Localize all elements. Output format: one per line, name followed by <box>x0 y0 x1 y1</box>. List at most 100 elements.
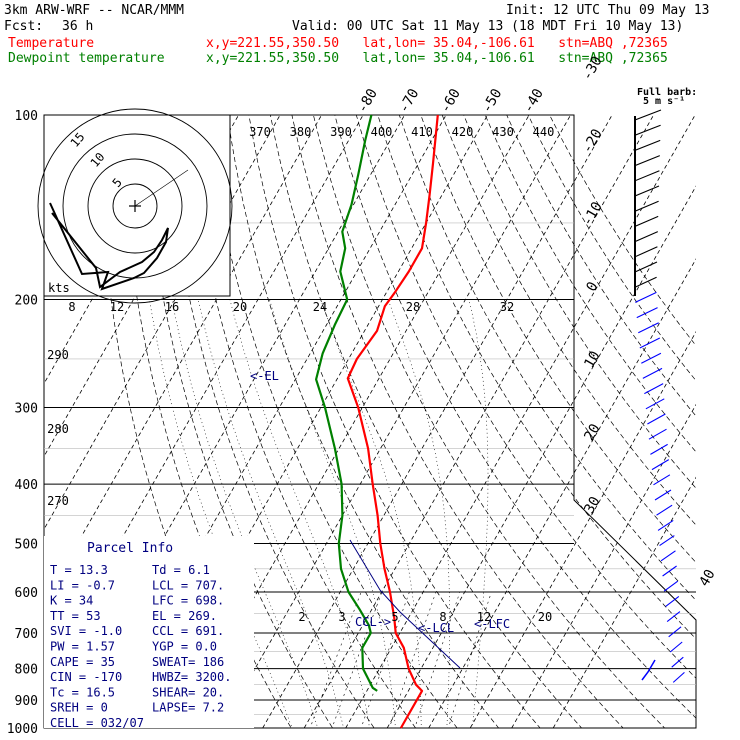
chart-series <box>315 114 461 729</box>
mixing-ratio-tick-label: 2 <box>298 610 305 624</box>
theta-tick-label: 430 <box>492 125 514 139</box>
parcel-level-annotation: CCL-> <box>355 615 391 629</box>
mixing-ratio-line <box>309 591 362 728</box>
model-title: 3km ARW-WRF -- NCAR/MMM <box>4 3 185 18</box>
wind-barb <box>659 535 675 547</box>
mixing-ratio-line <box>414 591 461 728</box>
pressure-tick-label: 800 <box>15 663 38 678</box>
dry-adiabat-line <box>355 115 696 679</box>
valid-time: Valid: 00 UTC Sat 11 May 13 (18 MDT Fri … <box>292 19 684 34</box>
isotherm-line <box>345 115 696 728</box>
isotherm-line <box>386 185 696 728</box>
wind-barb <box>645 398 665 410</box>
dry-adiabat-line <box>398 115 696 601</box>
isotherm-tick-label: 30 <box>581 494 603 517</box>
parcel-info-title: Parcel Info <box>87 541 173 556</box>
isotherm-tick-label: -20 <box>579 126 606 156</box>
mixing-ratio-line <box>388 591 437 728</box>
mixing-ratio-line <box>447 591 492 728</box>
wind-barb <box>634 185 660 197</box>
parcel-info-panel: Parcel Info T = 13.3 Td = 6.1 LI = -0.7 LCL … <box>44 536 254 730</box>
dry-adiabat-line <box>227 115 500 728</box>
wind-legend-label: Full barb: <box>637 87 697 98</box>
parcel-info-right-value: HWBZ= 3200. <box>152 670 231 684</box>
wind-barb <box>634 261 658 273</box>
parcel-info-left-value: CELL = 032/07 <box>50 716 144 730</box>
pressure-tick-label: 100 <box>15 109 38 124</box>
isotherm-line <box>511 403 696 728</box>
isotherm-tick-label: -80 <box>354 86 381 116</box>
temperature-line <box>346 114 439 729</box>
hodograph-ring <box>37 108 233 304</box>
wind-barb <box>644 383 664 395</box>
wind-barb <box>634 109 662 121</box>
hodograph-speed-tick-label: 28 <box>406 300 420 314</box>
parcel-info-right-value: YGP = 0.0 <box>152 640 217 654</box>
wind-barb <box>671 656 684 668</box>
hodograph-mean-vector <box>134 169 189 207</box>
wind-barb <box>651 459 670 471</box>
isotherm-tick-label: -30 <box>579 54 606 84</box>
wind-barb <box>639 337 661 349</box>
theta-tick-label: 390 <box>330 125 352 139</box>
dry-adiabat-line <box>506 115 696 417</box>
isotherm-tick-label: -40 <box>520 86 547 116</box>
isotherm-line <box>44 115 281 531</box>
parcel-level-annotation: <-LFC <box>474 617 510 631</box>
dewpoint-legend-label: Dewpoint temperature <box>8 51 165 66</box>
parcel-level-annotation: <-LCL <box>418 621 454 635</box>
theta-tick-label: 290 <box>47 348 69 362</box>
wind-barb <box>634 231 659 243</box>
wind-barb <box>642 367 663 379</box>
theta-tick-label: 420 <box>452 125 474 139</box>
hodograph-units-label: kts <box>48 281 70 295</box>
hodograph-speed-tick-label: 16 <box>165 300 179 314</box>
hodograph-speed-tick-label: 8 <box>68 300 75 314</box>
hodograph-speed-tick-label: 12 <box>110 300 124 314</box>
pressure-tick-label: 500 <box>15 537 38 552</box>
isotherm-tick-label: 20 <box>581 421 603 444</box>
wind-barb <box>641 659 656 681</box>
wind-barb <box>634 200 659 212</box>
parcel-info-right-value: SHEAR= 20. <box>152 685 224 699</box>
wind-barb <box>672 671 685 683</box>
isotherm-line <box>44 115 239 458</box>
wind-barb <box>634 139 661 151</box>
dewpoint-legend-location: x,y=221.55,350.50 lat,lon= 35.04,-106.61… <box>206 51 668 66</box>
parcel-info-left-value: K = 34 <box>50 594 93 608</box>
wind-barb <box>635 291 657 303</box>
wind-legend-units: 5 m s⁻¹ <box>643 96 685 107</box>
parcel-info-left-value: CAPE = 35 <box>50 655 115 669</box>
wind-barb <box>634 155 661 167</box>
mixing-ratio-tick-label: 5 <box>391 610 398 624</box>
mixing-ratio-tick-label: 12 <box>477 610 491 624</box>
isotherm-line <box>96 115 447 728</box>
isotherm-line <box>44 115 364 676</box>
wind-barb <box>666 611 681 623</box>
parcel-info-left-value: CIN = -170 <box>50 670 122 684</box>
pressure-tick-label: 400 <box>15 478 38 493</box>
pressure-tick-label: 200 <box>15 294 38 309</box>
dry-adiabat-line <box>334 115 696 719</box>
wind-barb <box>650 443 668 455</box>
dry-adiabat-line <box>162 115 375 728</box>
pressure-tick-label: 700 <box>15 627 38 642</box>
wind-barb <box>647 413 666 425</box>
dry-adiabat-line <box>205 115 458 728</box>
wind-barb <box>634 215 659 227</box>
moist-adiabat-line <box>320 299 422 728</box>
dry-adiabat-line <box>291 115 624 728</box>
mixing-ratio-tick-label: 3 <box>338 610 345 624</box>
isotherm-tick-label: 40 <box>696 567 718 590</box>
parcel-level-annotation: <-EL <box>250 369 279 383</box>
wind-barbs <box>634 109 685 683</box>
theta-tick-label: 280 <box>47 422 69 436</box>
dry-adiabat-line <box>549 115 696 347</box>
theta-tick-label: 270 <box>47 494 69 508</box>
hodograph-ring <box>112 183 158 229</box>
wind-barb <box>657 519 674 531</box>
isotherm-line <box>469 331 696 728</box>
moist-adiabat-line <box>149 299 293 728</box>
